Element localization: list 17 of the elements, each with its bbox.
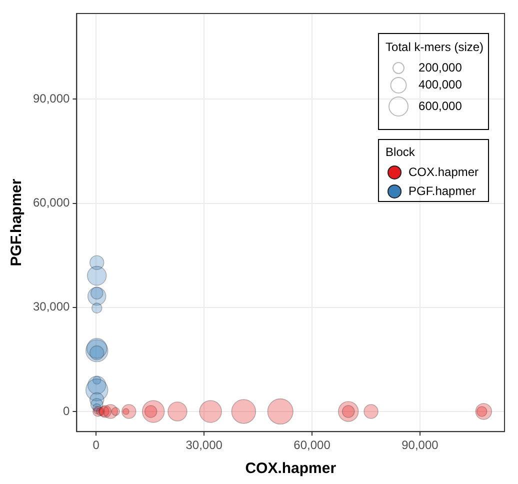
x-tick-label: 60,000 [294, 438, 331, 452]
y-axis-title: PGF.hapmer [8, 178, 26, 266]
y-tick-label: 30,000 [33, 300, 70, 314]
legend-label: 400,000 [418, 78, 462, 92]
annotation: Total k-mers (size) [386, 40, 484, 54]
legend-label: 200,000 [418, 60, 462, 74]
y-tick-label: 90,000 [33, 92, 70, 106]
legend-label: COX.hapmer [408, 164, 479, 179]
y-tick-label: 0 [63, 404, 70, 418]
x-tick-label: 30,000 [186, 438, 223, 452]
x-tick-label: 0 [92, 438, 100, 452]
legend-label: PGF.hapmer [408, 184, 476, 198]
legend-title: Block [386, 144, 416, 159]
x-tick-label: 90,000 [402, 438, 439, 452]
x-axis-title: COX.hapmer [245, 460, 336, 478]
legend-label: 600,000 [418, 98, 462, 113]
y-tick-label: 60,000 [33, 196, 70, 210]
